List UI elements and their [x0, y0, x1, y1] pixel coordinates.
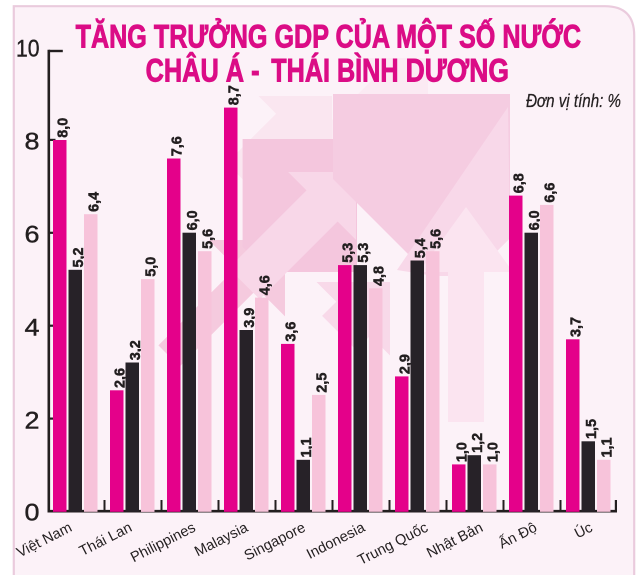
svg-text:2: 2: [25, 407, 40, 434]
svg-text:1,2: 1,2: [469, 433, 486, 453]
svg-text:DƯƠNG: DƯƠNG: [406, 53, 509, 89]
svg-text:CHÂU Á -: CHÂU Á -: [146, 53, 260, 89]
svg-text:1,0: 1,0: [484, 442, 501, 462]
svg-text:6,6: 6,6: [541, 183, 558, 203]
svg-text:6,8: 6,8: [510, 173, 527, 193]
svg-text:4,8: 4,8: [370, 266, 387, 286]
svg-text:4: 4: [25, 314, 40, 341]
svg-text:5,6: 5,6: [427, 229, 444, 249]
svg-text:7,6: 7,6: [168, 136, 185, 156]
svg-text:3,6: 3,6: [282, 322, 299, 342]
svg-text:8: 8: [25, 129, 40, 156]
svg-text:3,9: 3,9: [241, 308, 258, 328]
svg-text:Đơn vị tính: %: Đơn vị tính: %: [526, 91, 621, 111]
svg-text:1,1: 1,1: [598, 437, 615, 458]
svg-text:6,0: 6,0: [184, 210, 201, 230]
svg-text:4,6: 4,6: [256, 275, 273, 295]
svg-text:8,7: 8,7: [225, 85, 242, 105]
svg-text:5,6: 5,6: [199, 229, 216, 249]
svg-text:6,0: 6,0: [526, 210, 543, 230]
svg-text:1,1: 1,1: [298, 437, 315, 458]
svg-text:5,3: 5,3: [355, 243, 372, 263]
svg-text:6,4: 6,4: [85, 191, 102, 212]
svg-text:2,9: 2,9: [396, 354, 413, 374]
svg-text:8,0: 8,0: [54, 118, 71, 138]
svg-text:1,0: 1,0: [453, 442, 470, 462]
svg-text:1,5: 1,5: [583, 418, 600, 439]
svg-text:3,7: 3,7: [567, 317, 584, 337]
svg-text:2,5: 2,5: [313, 372, 330, 393]
svg-text:5,2: 5,2: [70, 248, 87, 268]
svg-text:3,2: 3,2: [127, 340, 144, 360]
svg-text:2,6: 2,6: [111, 368, 128, 388]
svg-text:10: 10: [16, 36, 40, 63]
svg-text:TĂNG TRƯỞNG GDP CỦA MỘT SỐ NƯỚ: TĂNG TRƯỞNG GDP CỦA MỘT SỐ NƯỚC: [76, 19, 581, 55]
svg-text:0: 0: [25, 500, 40, 527]
svg-text:5,4: 5,4: [412, 238, 429, 259]
svg-text:5,0: 5,0: [142, 257, 159, 277]
svg-text:6: 6: [25, 222, 40, 249]
svg-text:THÁI BÌNH: THÁI BÌNH: [271, 53, 398, 89]
svg-text:5,3: 5,3: [339, 243, 356, 263]
svg-text:Úc: Úc: [572, 519, 596, 542]
